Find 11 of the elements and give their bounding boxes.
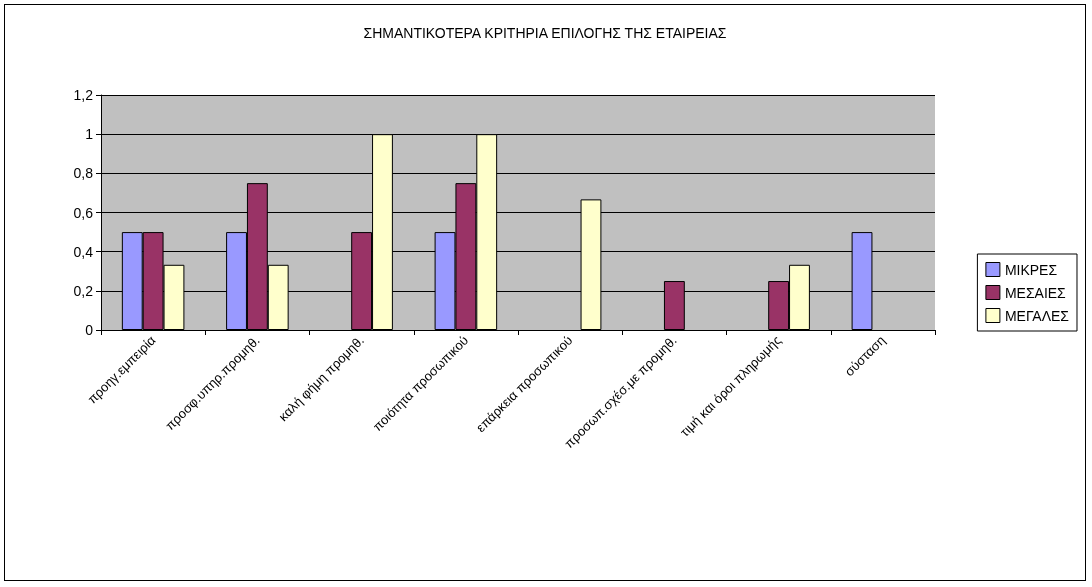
y-tick-label: 1,2 [73,87,94,103]
y-tick-label: 0 [85,322,94,338]
y-tick-label: 0,6 [73,204,94,221]
y-tick-label: 0,2 [73,282,94,299]
legend-label: ΜΕΣΑΙΕΣ [1004,284,1067,301]
chart-title: ΣΗΜΑΝΤΙΚΟΤΕΡΑ ΚΡΙΤΗΡΙΑ ΕΠΙΛΟΓΗΣ ΤΗΣ ΕΤΑΙΡΕΙΑΣ [363,25,727,41]
y-tick-label: 0,4 [73,243,94,260]
legend-label: ΜΙΚΡΕΣ [1004,261,1058,278]
legend-label: ΜΕΓΑΛΕΣ [1004,307,1070,324]
y-tick-label: 1 [85,126,94,143]
y-tick-label: 0,8 [73,165,94,182]
